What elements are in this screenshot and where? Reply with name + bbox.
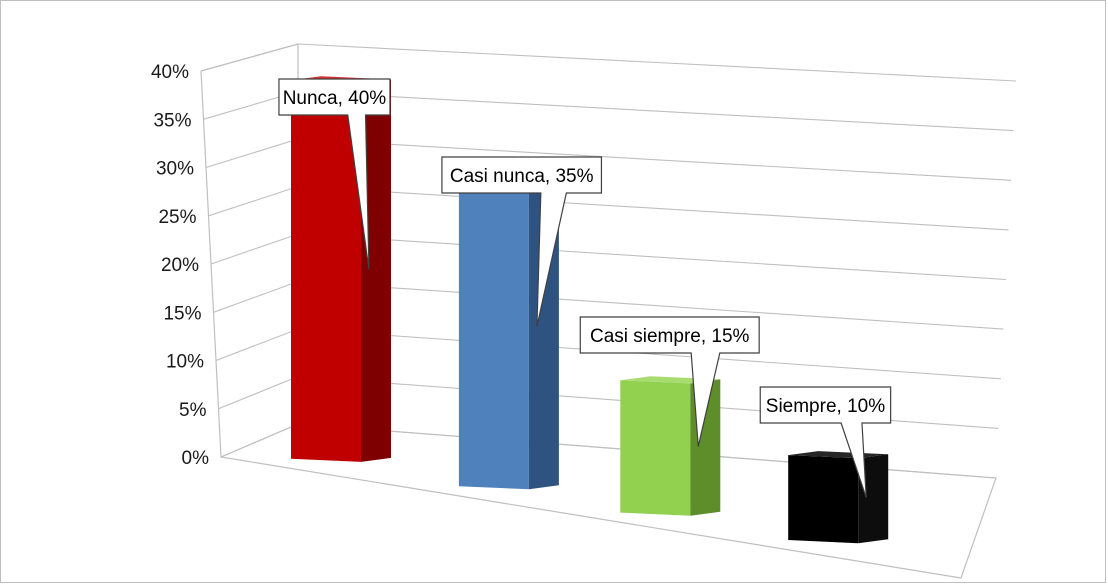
data-label: Nunca, 40% [283, 88, 387, 109]
bar-side [361, 79, 391, 462]
data-label-callout: Casi siempre, 15% [579, 316, 760, 447]
callout-box [278, 78, 391, 270]
y-tick-label: 30% [156, 159, 194, 180]
callout-box [759, 386, 892, 498]
data-label: Siempre, 10% [766, 396, 885, 417]
data-labels: Nunca, 40% Casi nunca, 35% Casi siempre, 1… [278, 78, 892, 498]
gridline [200, 43, 1017, 82]
y-tick-label: 0% [182, 448, 210, 469]
bars [291, 76, 889, 544]
y-tick-label: 15% [163, 303, 201, 324]
y-tick-label: 5% [179, 400, 207, 421]
bar-side [858, 454, 889, 544]
bar-front [620, 380, 691, 516]
y-tick-label: 20% [161, 255, 199, 276]
y-tick-label: 10% [166, 352, 204, 373]
y-tick-label: 25% [158, 207, 196, 228]
bar-front [458, 166, 529, 490]
data-label-callout: Casi nunca, 35% [441, 156, 603, 327]
bar-front [788, 455, 859, 544]
bar-front [291, 80, 361, 462]
bar-siempre [788, 451, 889, 544]
data-label: Casi nunca, 35% [450, 166, 594, 187]
y-tick-label: 40% [151, 62, 189, 83]
y-axis-ticks: 0% 5% 10% 15% 20% 25% 30% 35% 40% [151, 62, 209, 469]
callout-box [441, 156, 603, 327]
data-label-callout: Siempre, 10% [759, 386, 892, 498]
data-label: Casi siempre, 15% [590, 326, 750, 347]
data-label-callout: Nunca, 40% [278, 78, 391, 270]
y-tick-label: 35% [153, 110, 191, 131]
bar-nunca [291, 76, 391, 462]
callout-box [579, 316, 760, 447]
